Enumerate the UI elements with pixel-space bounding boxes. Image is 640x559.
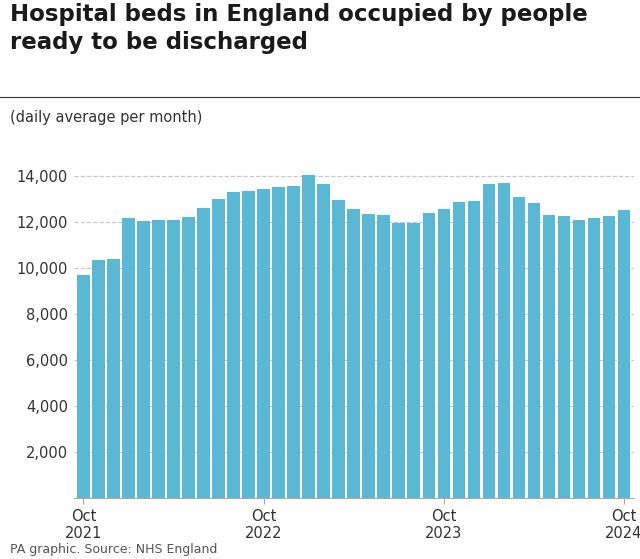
Text: PA graphic. Source: NHS England: PA graphic. Source: NHS England (10, 543, 217, 556)
Bar (588, 219, 600, 498)
Bar (303, 175, 315, 498)
Bar (603, 216, 615, 498)
Bar (227, 192, 239, 498)
Bar (422, 212, 435, 498)
Bar (257, 188, 269, 498)
Bar (137, 221, 150, 498)
Bar (497, 183, 510, 498)
Text: (daily average per month): (daily average per month) (10, 110, 202, 125)
Bar (167, 220, 180, 498)
Bar (152, 220, 164, 498)
Bar (392, 223, 404, 498)
Bar (408, 223, 420, 498)
Bar (287, 186, 300, 498)
Bar (452, 202, 465, 498)
Bar (573, 220, 585, 498)
Bar (182, 217, 195, 498)
Bar (273, 187, 285, 498)
Bar (212, 199, 225, 498)
Bar (527, 203, 540, 498)
Bar (362, 214, 375, 498)
Bar (243, 191, 255, 498)
Bar (122, 219, 134, 498)
Bar (332, 200, 345, 498)
Bar (483, 184, 495, 498)
Bar (92, 260, 104, 498)
Bar (438, 209, 450, 498)
Bar (77, 274, 90, 498)
Text: Hospital beds in England occupied by people
ready to be discharged: Hospital beds in England occupied by peo… (10, 3, 588, 54)
Bar (348, 209, 360, 498)
Bar (317, 184, 330, 498)
Bar (513, 197, 525, 498)
Bar (618, 210, 630, 498)
Bar (197, 208, 210, 498)
Bar (378, 215, 390, 498)
Bar (468, 201, 480, 498)
Bar (108, 259, 120, 498)
Bar (543, 215, 555, 498)
Bar (557, 216, 570, 498)
